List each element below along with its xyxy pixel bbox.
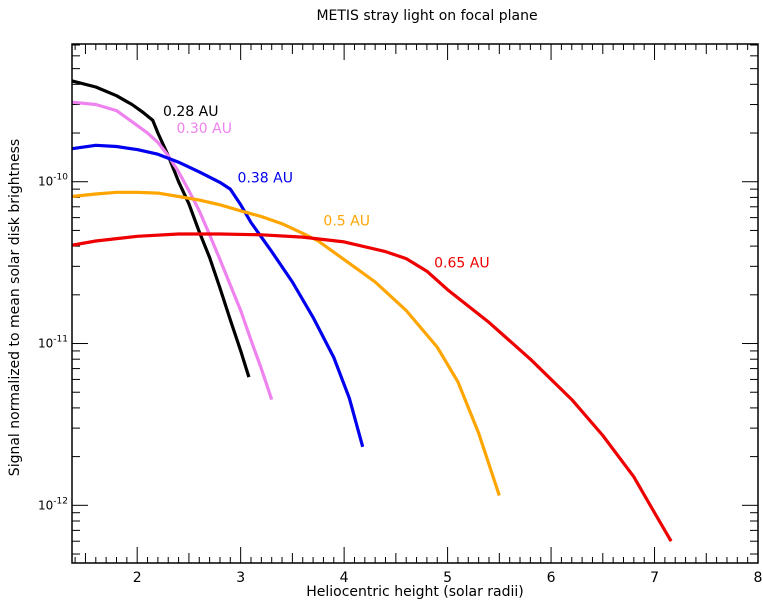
x-tick-label: 7: [650, 570, 659, 586]
x-tick-label: 6: [547, 570, 556, 586]
axis-ticks: [72, 44, 759, 563]
axis-tick-labels: 2 3 4 5 6 7 8 10-12 10-11 10-10: [38, 173, 762, 586]
series-line-0-65-au: [71, 232, 673, 543]
x-tick-label: 4: [340, 570, 349, 586]
x-tick-label: 3: [236, 570, 245, 586]
series-label-0-30-au: 0.30 AU: [177, 121, 232, 137]
series-label-0-65-au: 0.65 AU: [434, 256, 489, 272]
series-line-0-38-au: [71, 143, 365, 448]
plot-frame: [71, 43, 759, 564]
y-axis-label: Signal normalized to mean solar disk bri…: [7, 139, 23, 476]
series-line-0-5-au: [71, 190, 501, 497]
series-line-0-30-au: [71, 100, 274, 401]
series-label-0-38-au: 0.38 AU: [238, 170, 293, 186]
y-tick-label: 10-11: [38, 335, 68, 351]
plot-series: [71, 79, 673, 543]
x-tick-label: 2: [133, 570, 142, 586]
series-line-0-28-au: [71, 79, 251, 378]
chart-title: METIS stray light on focal plane: [316, 8, 537, 24]
series-label-0-5-au: 0.5 AU: [323, 214, 370, 230]
x-axis-label: Heliocentric height (solar radii): [306, 584, 524, 600]
x-tick-label: 5: [443, 570, 452, 586]
y-tick-label: 10-10: [38, 173, 68, 189]
x-tick-label: 8: [754, 570, 763, 586]
series-label-0-28-au: 0.28 AU: [163, 104, 218, 120]
y-tick-label: 10-12: [38, 496, 68, 512]
series-labels: 0.28 AU0.30 AU 0.38 AU 0.5 AU 0.65 AU: [163, 104, 490, 272]
